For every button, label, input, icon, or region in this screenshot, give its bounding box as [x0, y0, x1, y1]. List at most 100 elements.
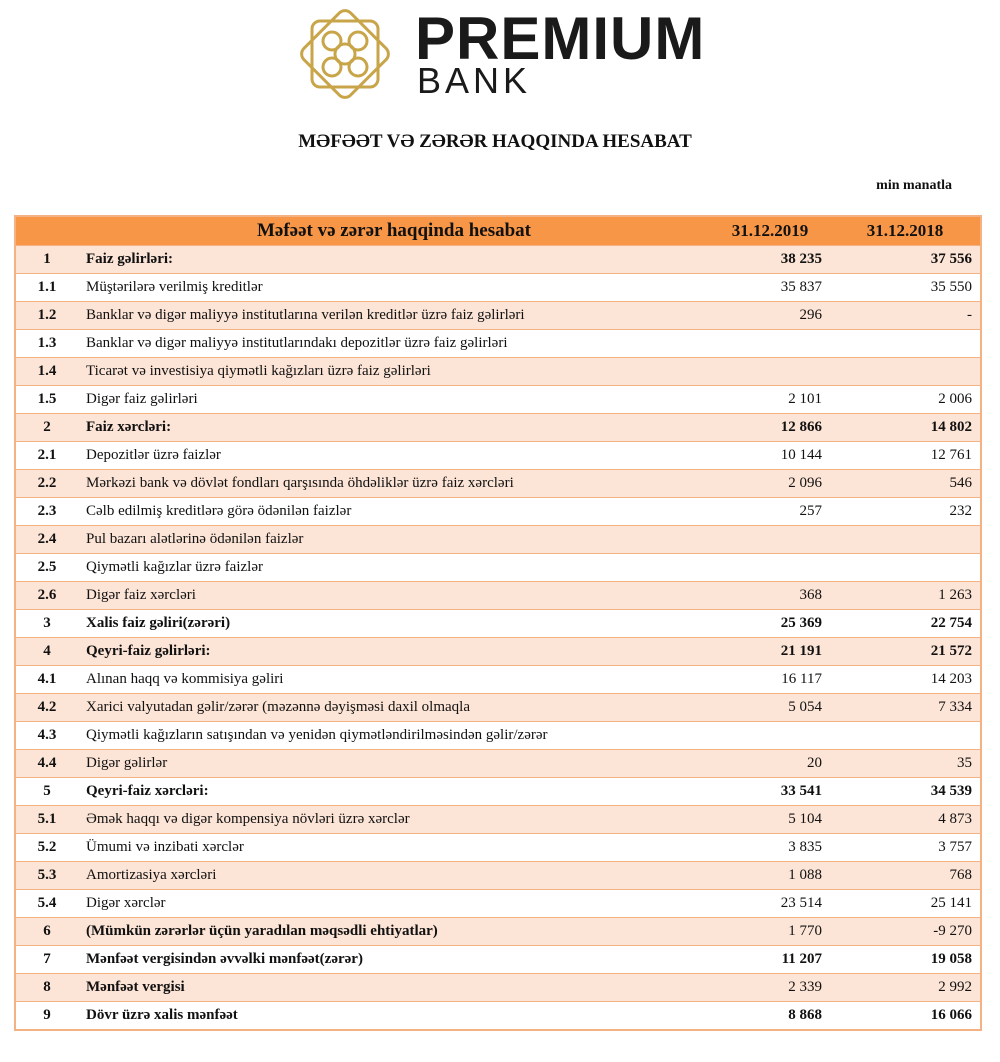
row-number: 3 — [15, 609, 78, 638]
table-row: 2.3 Cəlb edilmiş kreditlərə görə ödənilən… — [15, 497, 981, 526]
row-number: 2 — [15, 413, 78, 442]
knot-emblem-icon — [300, 9, 390, 99]
value-2019: 20 — [710, 749, 830, 778]
row-label: Qeyri-faiz xərcləri: — [78, 777, 710, 806]
value-2019: 16 117 — [710, 665, 830, 694]
value-2019: 25 369 — [710, 609, 830, 638]
row-number: 5.1 — [15, 805, 78, 834]
row-number: 1.1 — [15, 273, 78, 302]
value-2019 — [710, 553, 830, 582]
row-number: 2.4 — [15, 525, 78, 554]
value-2019: 1 088 — [710, 861, 830, 890]
value-2018: 1 263 — [830, 581, 981, 610]
row-label: Cəlb edilmiş kreditlərə görə ödənilən fa… — [78, 497, 710, 526]
value-2019: 3 835 — [710, 833, 830, 862]
table-header-row: Məfəət və zərər haqqinda hesabat 31.12.2… — [15, 216, 981, 246]
value-2018: 34 539 — [830, 777, 981, 806]
row-label: Depozitlər üzrə faizlər — [78, 441, 710, 470]
value-2019: 368 — [710, 581, 830, 610]
row-label: Faiz xərcləri: — [78, 413, 710, 442]
row-label: Banklar və digər maliyyə institutlarına … — [78, 301, 710, 330]
row-label: Amortizasiya xərcləri — [78, 861, 710, 890]
row-label: Dövr üzrə xalis mənfəət — [78, 1001, 710, 1031]
value-2018: 21 572 — [830, 637, 981, 666]
value-2018: 37 556 — [830, 245, 981, 274]
row-number: 1.4 — [15, 357, 78, 386]
row-label: Digər faiz xərcləri — [78, 581, 710, 610]
value-2019: 38 235 — [710, 245, 830, 274]
row-number: 1.5 — [15, 385, 78, 414]
table-row: 5.3 Amortizasiya xərcləri 1 088 768 — [15, 861, 981, 890]
value-2018: - — [830, 301, 981, 330]
row-number: 6 — [15, 917, 78, 946]
value-2019: 11 207 — [710, 945, 830, 974]
income-statement-table: Məfəət və zərər haqqinda hesabat 31.12.2… — [14, 215, 982, 1031]
value-2018: 12 761 — [830, 441, 981, 470]
value-2018 — [830, 329, 981, 358]
table-row: 3 Xalis faiz gəliri(zərəri) 25 369 22 754 — [15, 609, 981, 638]
row-label: Qiymətli kağızların satışından və yenidə… — [78, 721, 710, 750]
header-2018: 31.12.2018 — [830, 216, 981, 246]
value-2018 — [830, 357, 981, 386]
table-row: 5.4 Digər xərclər 23 514 25 141 — [15, 889, 981, 918]
table-row: 1 Faiz gəlirləri: 38 235 37 556 — [15, 245, 981, 274]
value-2018 — [830, 525, 981, 554]
value-2018: 22 754 — [830, 609, 981, 638]
value-2018: -9 270 — [830, 917, 981, 946]
table-row: 2.5 Qiymətli kağızlar üzrə faizlər — [15, 553, 981, 582]
table-row: 9 Dövr üzrə xalis mənfəət 8 868 16 066 — [15, 1001, 981, 1031]
row-number: 8 — [15, 973, 78, 1002]
row-number: 7 — [15, 945, 78, 974]
row-label: Digər xərclər — [78, 889, 710, 918]
header-number — [15, 216, 78, 246]
table-row: 5.2 Ümumi və inzibati xərclər 3 835 3 757 — [15, 833, 981, 862]
page-title: MƏFƏƏT VƏ ZƏRƏR HAQQINDA HESABAT — [298, 131, 692, 152]
value-2019 — [710, 357, 830, 386]
row-label: Ümumi və inzibati xərclər — [78, 833, 710, 862]
value-2018: 546 — [830, 469, 981, 498]
brand-name: PREMIUM — [415, 5, 706, 72]
table-row: 1.4 Ticarət və investisiya qiymətli kağız… — [15, 357, 981, 386]
row-label: Alınan haqq və kommisiya gəliri — [78, 665, 710, 694]
row-label: Banklar və digər maliyyə institutlarında… — [78, 329, 710, 358]
row-label: Qeyri-faiz gəlirləri: — [78, 637, 710, 666]
row-number: 4 — [15, 637, 78, 666]
row-number: 1.2 — [15, 301, 78, 330]
value-2019: 23 514 — [710, 889, 830, 918]
row-number: 4.1 — [15, 665, 78, 694]
row-number: 1 — [15, 245, 78, 274]
table-row: 2.6 Digər faiz xərcləri 368 1 263 — [15, 581, 981, 610]
value-2019: 10 144 — [710, 441, 830, 470]
value-2018 — [830, 553, 981, 582]
row-label: Qiymətli kağızlar üzrə faizlər — [78, 553, 710, 582]
value-2019: 5 104 — [710, 805, 830, 834]
row-number: 2.5 — [15, 553, 78, 582]
value-2018: 2 006 — [830, 385, 981, 414]
row-number: 4.4 — [15, 749, 78, 778]
brand-subname: BANK — [417, 60, 532, 101]
value-2018: 3 757 — [830, 833, 981, 862]
value-2019: 296 — [710, 301, 830, 330]
value-2018: 4 873 — [830, 805, 981, 834]
value-2019: 21 191 — [710, 637, 830, 666]
table-row: 1.2 Banklar və digər maliyyə institutları… — [15, 301, 981, 330]
table-row: 6 (Mümkün zərərlər üçün yaradılan məqsədl… — [15, 917, 981, 946]
row-number: 5.3 — [15, 861, 78, 890]
row-number: 5.4 — [15, 889, 78, 918]
row-number: 2.3 — [15, 497, 78, 526]
table-row: 5.1 Əmək haqqı və digər kompensiya növlər… — [15, 805, 981, 834]
row-label: Xalis faiz gəliri(zərəri) — [78, 609, 710, 638]
value-2019: 8 868 — [710, 1001, 830, 1031]
value-2018: 35 — [830, 749, 981, 778]
row-label: Digər gəlirlər — [78, 749, 710, 778]
unit-label: min manatla — [876, 178, 952, 193]
value-2019 — [710, 525, 830, 554]
row-label: (Mümkün zərərlər üçün yaradılan məqsədli… — [78, 917, 710, 946]
header-2019: 31.12.2019 — [710, 216, 830, 246]
value-2019: 33 541 — [710, 777, 830, 806]
row-label: Digər faiz gəlirləri — [78, 385, 710, 414]
value-2018: 14 203 — [830, 665, 981, 694]
value-2018: 19 058 — [830, 945, 981, 974]
table-row: 5 Qeyri-faiz xərcləri: 33 541 34 539 — [15, 777, 981, 806]
value-2018: 2 992 — [830, 973, 981, 1002]
